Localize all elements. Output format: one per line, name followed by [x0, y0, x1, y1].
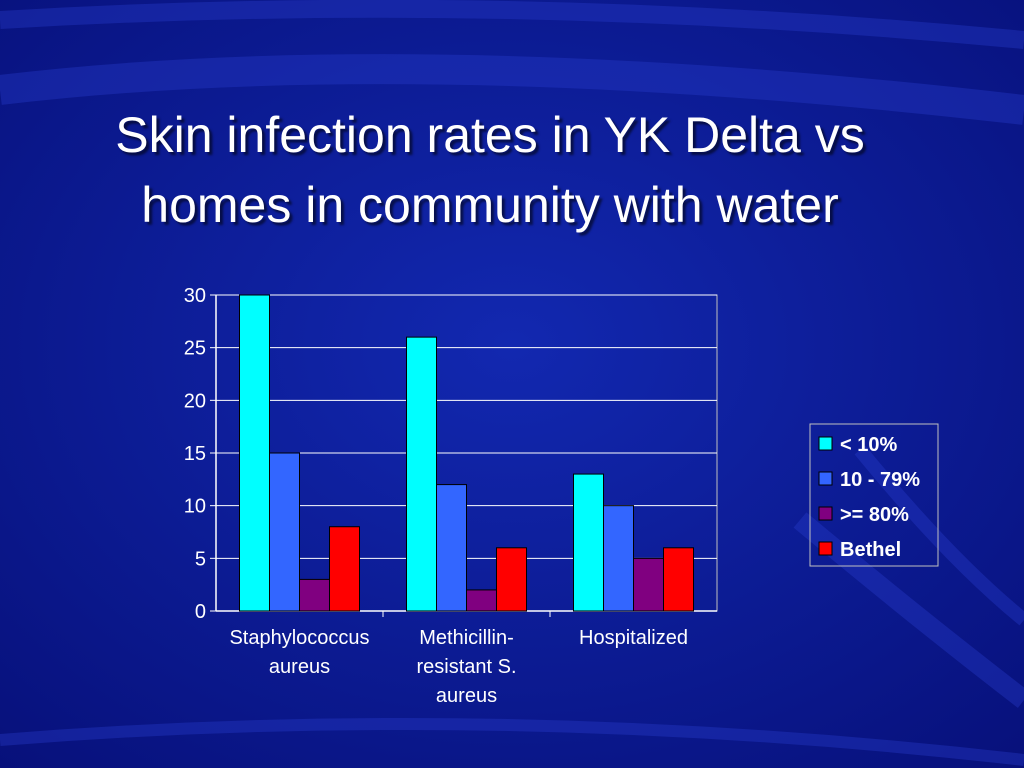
bar	[603, 505, 634, 612]
legend: < 10% 10 - 79% >= 80% Bethel	[809, 423, 939, 567]
x-category-label: Staphylococcus	[229, 627, 369, 649]
bar	[329, 526, 360, 612]
x-category-label: Methicillin-	[419, 627, 513, 649]
bar	[239, 294, 270, 612]
y-tick-label: 20	[184, 390, 206, 412]
bar	[466, 589, 497, 612]
y-tick-label: 15	[184, 443, 206, 465]
y-tick-label: 25	[184, 338, 206, 360]
bar	[496, 547, 527, 612]
bar	[269, 452, 300, 612]
bar	[633, 557, 664, 612]
bar	[406, 336, 437, 612]
bar	[299, 578, 330, 612]
bar	[573, 473, 604, 612]
x-category-label: aureus	[436, 685, 497, 707]
slide-title-line: homes in community with water	[141, 177, 839, 233]
y-tick-label: 30	[184, 285, 206, 307]
y-tick-label: 5	[195, 548, 206, 570]
legend-entry-label: 10 - 79%	[840, 469, 920, 491]
x-category-label: Hospitalized	[579, 627, 688, 649]
y-tick-label: 10	[184, 496, 206, 518]
legend-swatch	[818, 506, 833, 521]
x-category-label: aureus	[269, 656, 330, 678]
legend-swatch	[818, 541, 833, 556]
legend-box	[809, 423, 939, 567]
slide-title: Skin infection rates in YK Delta vs home…	[30, 100, 950, 240]
plot-area: 0 5 10 15 20 25 30 Staphylococcus aureus Methicil…	[184, 285, 718, 707]
x-category-label: resistant S.	[416, 656, 516, 678]
bar	[663, 547, 694, 612]
legend-entry-label: < 10%	[840, 434, 897, 456]
slide-title-line: Skin infection rates in YK Delta vs	[115, 107, 865, 163]
legend-swatch	[818, 436, 833, 451]
bar	[436, 484, 467, 612]
legend-entry-label: >= 80%	[840, 504, 909, 526]
legend-swatch	[818, 471, 833, 486]
y-tick-label: 0	[195, 601, 206, 623]
legend-entry-label: Bethel	[840, 539, 901, 561]
